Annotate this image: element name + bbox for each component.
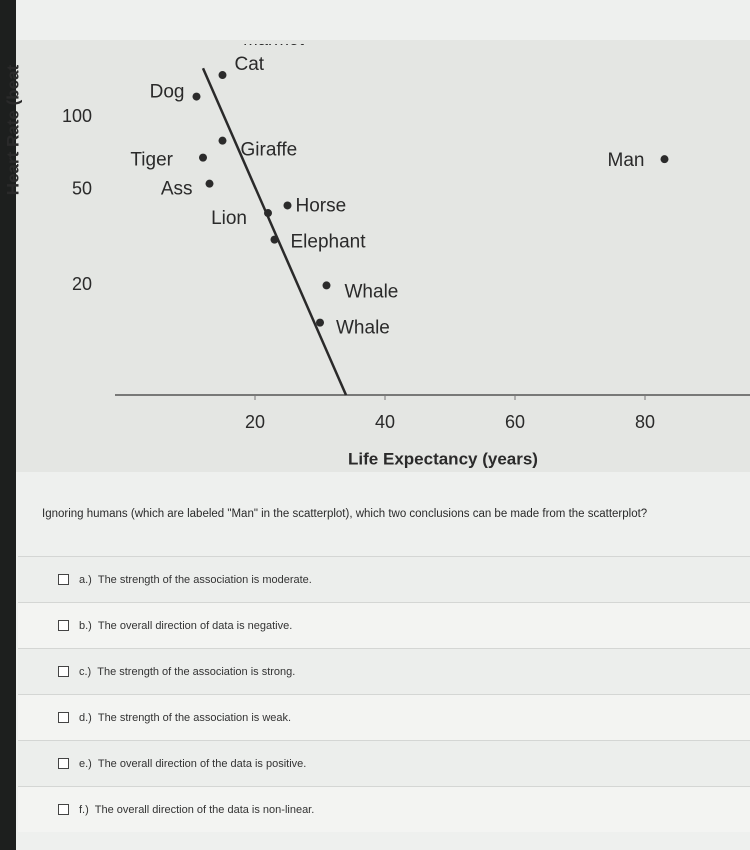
option-letter: b.) (79, 619, 92, 632)
data-point (218, 71, 227, 80)
x-tick-label: 40 (375, 412, 395, 432)
data-point (205, 179, 214, 188)
screen-edge (0, 0, 16, 850)
data-point (270, 235, 279, 244)
trend-line (201, 67, 348, 396)
x-tick-label: 80 (635, 412, 655, 432)
checkbox[interactable] (58, 712, 69, 723)
data-point (199, 153, 207, 162)
plot-background (16, 40, 750, 472)
option[interactable]: b.) The overall direction of data is nega… (18, 602, 750, 648)
y-tick-label: 50 (72, 178, 92, 198)
point-label: Tiger (130, 150, 173, 171)
y-tick-label: 100 (62, 106, 92, 126)
point-label: Horse (296, 195, 347, 216)
option-text: The strength of the association is stron… (97, 665, 296, 678)
point-label: Whale (345, 281, 399, 302)
y-axis-title: Heart Rate (beat (3, 64, 22, 195)
option[interactable]: c.) The strength of the association is st… (18, 648, 750, 694)
point-label: Whale (336, 318, 390, 339)
option[interactable]: e.) The overall direction of the data is … (18, 740, 750, 786)
point-label: Man (608, 150, 645, 171)
option-text: The overall direction of the data is non… (94, 803, 315, 816)
option-letter: c.) (79, 665, 92, 678)
annotation: Marmot (243, 29, 304, 49)
checkbox[interactable] (58, 620, 69, 631)
data-point (316, 318, 324, 327)
option-text: The strength of the association is weak. (97, 711, 292, 724)
data-point (264, 209, 272, 218)
option-text: The overall direction of data is negativ… (97, 619, 293, 632)
option-letter: e.) (79, 757, 92, 770)
data-point (660, 155, 669, 164)
data-point (192, 92, 201, 101)
option[interactable]: d.) The strength of the association is we… (18, 694, 750, 740)
point-label: Cat (235, 54, 265, 75)
option-letter: d.) (79, 711, 92, 724)
option[interactable]: f.) The overall direction of the data is … (18, 786, 750, 832)
data-point (283, 201, 292, 210)
chart: Marmot Heart Rate (beat Life Expectancy … (3, 29, 750, 472)
x-tick-label: 60 (505, 412, 525, 432)
option-text: The strength of the association is moder… (97, 573, 312, 586)
point-label: Ass (161, 179, 193, 200)
point-label: Dog (150, 82, 185, 103)
checkbox[interactable] (58, 758, 69, 769)
checkbox[interactable] (58, 804, 69, 815)
option-letter: f.) (79, 803, 89, 816)
point-label: Giraffe (241, 140, 298, 161)
checkbox[interactable] (58, 574, 69, 585)
options: a.) The strength of the association is mo… (18, 556, 750, 832)
data-point (322, 281, 331, 290)
data-point (218, 136, 227, 145)
question: Ignoring humans (which are labeled "Man"… (42, 508, 648, 520)
checkbox[interactable] (58, 666, 69, 677)
x-axis-title: Life Expectancy (years) (348, 449, 538, 468)
x-tick-label: 20 (245, 412, 265, 432)
option-text: The overall direction of the data is pos… (97, 757, 307, 770)
y-tick-label: 20 (72, 274, 92, 294)
point-label: Elephant (291, 232, 367, 253)
option[interactable]: a.) The strength of the association is mo… (18, 556, 750, 602)
point-label: Lion (211, 208, 247, 229)
option-letter: a.) (79, 573, 92, 586)
